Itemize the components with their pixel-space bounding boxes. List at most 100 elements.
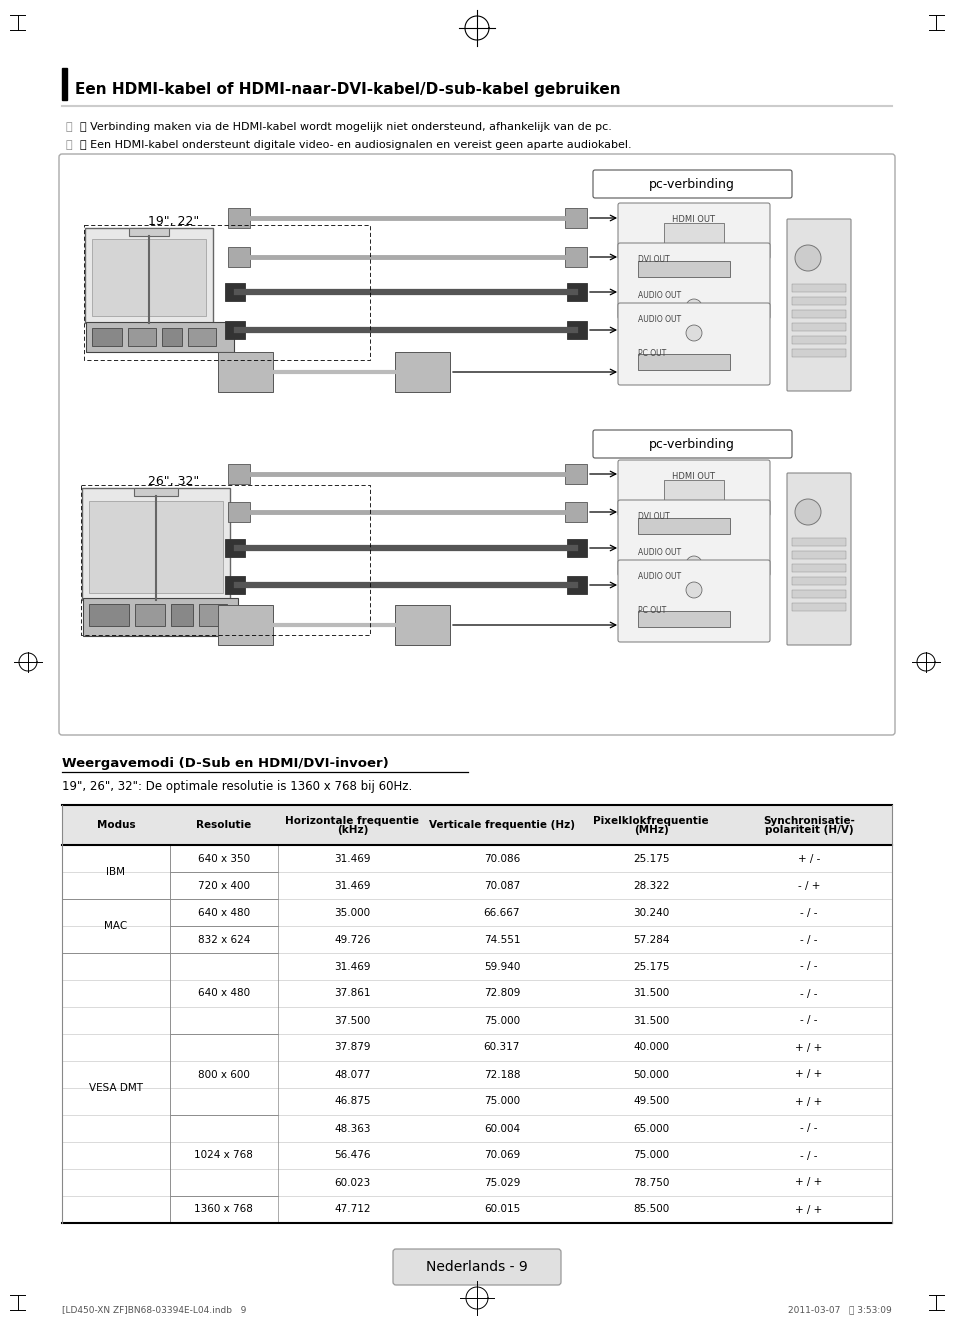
Bar xyxy=(86,322,233,352)
Bar xyxy=(170,1196,277,1223)
Bar xyxy=(62,980,891,1008)
Text: pc-verbinding: pc-verbinding xyxy=(648,437,734,450)
Text: AUDIO OUT: AUDIO OUT xyxy=(638,548,680,557)
Bar xyxy=(566,283,586,301)
Text: 31.469: 31.469 xyxy=(334,854,371,863)
Text: - / -: - / - xyxy=(800,1124,817,1133)
Bar xyxy=(791,297,845,305)
Text: 74.551: 74.551 xyxy=(483,935,519,944)
Text: 48.077: 48.077 xyxy=(334,1070,371,1079)
Text: - / -: - / - xyxy=(800,1151,817,1161)
FancyBboxPatch shape xyxy=(593,169,791,199)
Bar xyxy=(228,463,250,485)
Text: [LD450-XN ZF]BN68-03394E-L04.indb   9: [LD450-XN ZF]BN68-03394E-L04.indb 9 xyxy=(62,1305,246,1315)
Text: Weergavemodi (D-Sub en HDMI/DVI-invoer): Weergavemodi (D-Sub en HDMI/DVI-invoer) xyxy=(62,757,388,771)
Text: 2011-03-07    3:53:09: 2011-03-07  3:53:09 xyxy=(787,1305,891,1315)
Text: IBM: IBM xyxy=(107,867,125,876)
Bar xyxy=(566,576,586,594)
FancyBboxPatch shape xyxy=(618,203,769,260)
Bar xyxy=(395,352,450,392)
Text: 65.000: 65.000 xyxy=(633,1124,669,1133)
Text: 19", 26", 32": De optimale resolutie is 1360 x 768 bij 60Hz.: 19", 26", 32": De optimale resolutie is … xyxy=(62,780,412,793)
Text: 31.469: 31.469 xyxy=(334,961,371,972)
Text: 60.004: 60.004 xyxy=(483,1124,519,1133)
Text: 59.940: 59.940 xyxy=(483,961,519,972)
Bar xyxy=(62,953,891,980)
Bar xyxy=(62,1061,891,1088)
FancyBboxPatch shape xyxy=(393,1249,560,1286)
Bar xyxy=(62,899,891,925)
Bar xyxy=(225,539,245,557)
Bar xyxy=(663,222,723,244)
Text: 60.023: 60.023 xyxy=(334,1177,370,1188)
Text: AUDIO OUT: AUDIO OUT xyxy=(638,572,680,581)
Text: 75.000: 75.000 xyxy=(633,1151,669,1161)
Bar xyxy=(170,899,277,925)
Bar xyxy=(170,845,277,873)
Bar xyxy=(62,1196,891,1223)
Bar xyxy=(62,68,67,101)
Bar xyxy=(128,328,156,346)
Text: 40.000: 40.000 xyxy=(633,1042,669,1053)
Text: 70.086: 70.086 xyxy=(483,854,519,863)
Bar xyxy=(62,805,891,845)
Text: PC OUT: PC OUT xyxy=(638,606,665,616)
Bar xyxy=(564,208,586,228)
FancyBboxPatch shape xyxy=(786,473,850,645)
Bar xyxy=(135,604,165,626)
Bar xyxy=(62,873,891,899)
Text: 28.322: 28.322 xyxy=(633,880,669,891)
Text: 25.175: 25.175 xyxy=(633,854,669,863)
Bar xyxy=(791,591,845,598)
Text: 26", 32": 26", 32" xyxy=(148,475,199,489)
Text: 46.875: 46.875 xyxy=(334,1096,371,1107)
Bar xyxy=(62,1115,891,1143)
Text: AUDIO OUT: AUDIO OUT xyxy=(638,315,680,324)
Text: 30.240: 30.240 xyxy=(633,907,669,918)
Bar xyxy=(62,899,170,953)
Bar xyxy=(62,1143,891,1169)
Text: 37.879: 37.879 xyxy=(334,1042,371,1053)
Text: 19", 22": 19", 22" xyxy=(148,214,199,228)
Bar xyxy=(170,1034,277,1115)
Text: 60.317: 60.317 xyxy=(483,1042,519,1053)
Bar xyxy=(791,285,845,293)
Text: 57.284: 57.284 xyxy=(633,935,669,944)
Text: ⓘ Een HDMI-kabel ondersteunt digitale video- en audiosignalen en vereist geen ap: ⓘ Een HDMI-kabel ondersteunt digitale vi… xyxy=(80,140,631,150)
Circle shape xyxy=(685,299,701,315)
Text: polariteit (H/V): polariteit (H/V) xyxy=(764,825,852,834)
Text: 1024 x 768: 1024 x 768 xyxy=(194,1151,253,1161)
Bar xyxy=(638,610,729,628)
Text: Horizontale frequentie: Horizontale frequentie xyxy=(285,816,419,825)
Bar xyxy=(62,1034,891,1061)
Bar xyxy=(791,538,845,545)
Text: + / +: + / + xyxy=(795,1042,821,1053)
Text: (kHz): (kHz) xyxy=(336,825,368,834)
Bar xyxy=(564,248,586,267)
Text: 1360 x 768: 1360 x 768 xyxy=(194,1205,253,1214)
Text: 35.000: 35.000 xyxy=(335,907,370,918)
Text: pc-verbinding: pc-verbinding xyxy=(648,177,734,191)
Bar xyxy=(171,604,193,626)
Bar xyxy=(791,350,845,357)
Text: Verticale frequentie (Hz): Verticale frequentie (Hz) xyxy=(429,820,575,830)
Bar xyxy=(638,261,729,277)
Text: + / +: + / + xyxy=(795,1070,821,1079)
Text: - / -: - / - xyxy=(800,935,817,944)
Text: (MHz): (MHz) xyxy=(633,825,668,834)
Text: ⓘ: ⓘ xyxy=(66,140,72,150)
FancyBboxPatch shape xyxy=(618,244,769,319)
Bar xyxy=(62,925,891,953)
Bar xyxy=(188,328,215,346)
Circle shape xyxy=(794,245,821,271)
FancyBboxPatch shape xyxy=(593,430,791,458)
Bar xyxy=(82,489,230,600)
Text: 37.500: 37.500 xyxy=(334,1016,370,1026)
Bar xyxy=(791,577,845,585)
Bar xyxy=(663,481,723,500)
Text: 720 x 400: 720 x 400 xyxy=(197,880,250,891)
Text: Modus: Modus xyxy=(96,820,135,830)
Text: Resolutie: Resolutie xyxy=(196,820,252,830)
Text: 47.712: 47.712 xyxy=(334,1205,371,1214)
Text: 37.861: 37.861 xyxy=(334,989,371,998)
